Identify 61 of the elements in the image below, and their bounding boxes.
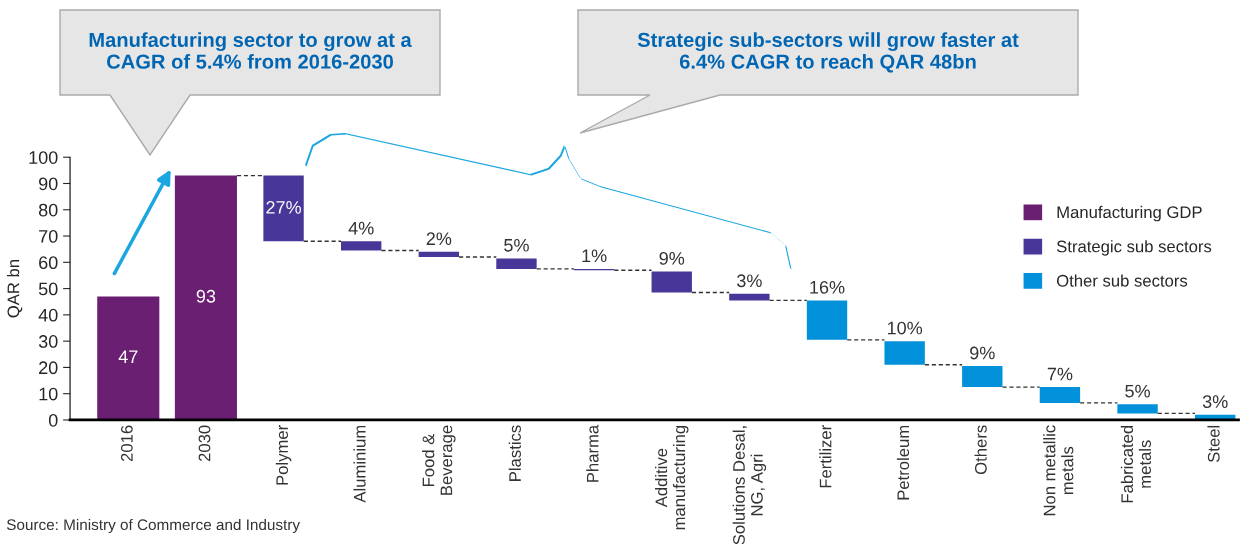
x-tick-label: Non metallic metals bbox=[1043, 425, 1074, 516]
x-tick-label: Steel bbox=[1207, 425, 1220, 463]
x-tick-label: Polymer bbox=[275, 425, 292, 485]
data-label: 47 bbox=[118, 350, 138, 363]
text: Manufacturing sector to grow at a CAGR of 5.4% from 2016-2030 bbox=[89, 32, 412, 69]
bar bbox=[418, 251, 460, 258]
annotation: 9% bbox=[970, 346, 995, 360]
y-tick-label: 20 bbox=[39, 361, 58, 375]
y-tick-label: 60 bbox=[39, 256, 58, 270]
annotation: 3% bbox=[737, 274, 762, 288]
y-tick-label: 90 bbox=[39, 177, 58, 191]
annotation: 2% bbox=[426, 232, 452, 246]
annotation: 5% bbox=[504, 238, 529, 252]
y-tick-label: 80 bbox=[38, 203, 58, 217]
annotation: 4% bbox=[348, 221, 374, 235]
bar bbox=[1117, 404, 1158, 414]
bar bbox=[962, 366, 1003, 388]
bar bbox=[1039, 387, 1081, 403]
bar bbox=[884, 341, 925, 365]
legend-label: Manufacturing GDP bbox=[1057, 205, 1202, 222]
annotation: 16% bbox=[810, 280, 845, 294]
x-tick-label: Fertilizer bbox=[819, 425, 832, 488]
bar bbox=[651, 271, 692, 293]
x-tick-label: Others bbox=[974, 425, 987, 475]
bar bbox=[496, 258, 537, 269]
annotation: 9% bbox=[659, 252, 685, 265]
source-note: Source: Ministry of Commerce and Industry bbox=[6, 518, 300, 534]
bar bbox=[174, 175, 237, 420]
y-tick-label: 100 bbox=[29, 151, 58, 164]
x-tick-label: Plastics bbox=[508, 425, 521, 481]
legend-label: Strategic sub sectors bbox=[1056, 240, 1212, 256]
annotation: 10% bbox=[887, 321, 923, 335]
annotation: 3% bbox=[1202, 395, 1228, 408]
x-tick-label: Food & Beverage bbox=[422, 425, 456, 495]
text: Strategic sub-sectors will grow faster at 6.4% CAGR to reach QAR 48bn bbox=[637, 32, 1019, 73]
x-tick-label: 2016 bbox=[120, 425, 133, 462]
y-tick-label: 0 bbox=[48, 413, 58, 427]
y-tick-label: 30 bbox=[38, 335, 58, 348]
annotation: 5% bbox=[1125, 384, 1150, 398]
annotation: 7% bbox=[1047, 367, 1073, 381]
y-tick-label: 70 bbox=[39, 229, 58, 243]
x-tick-label: Aluminium bbox=[353, 425, 366, 503]
x-tick-label: Pharma bbox=[586, 424, 599, 482]
legend-label: Other sub sectors bbox=[1056, 274, 1188, 287]
data-label: 93 bbox=[196, 289, 216, 303]
bar bbox=[97, 296, 160, 420]
x-tick-label: 2030 bbox=[198, 425, 211, 462]
bar bbox=[729, 293, 770, 301]
y-axis-title: QAR bn bbox=[7, 260, 23, 318]
x-tick-label: Additive manufacturing bbox=[655, 425, 689, 530]
y-tick-label: 40 bbox=[38, 308, 58, 322]
annotation: 27% bbox=[266, 201, 301, 214]
bar bbox=[263, 175, 304, 242]
annotation: 1% bbox=[582, 249, 607, 263]
x-tick-label: Fabricated metals bbox=[1120, 425, 1152, 503]
y-tick-label: 50 bbox=[38, 282, 58, 296]
y-tick-label: 10 bbox=[39, 387, 58, 401]
x-tick-label: Solutions Desal, NG, Agri bbox=[732, 426, 767, 544]
x-tick-label: Petroleum bbox=[896, 425, 910, 500]
bar bbox=[341, 241, 382, 251]
bar bbox=[806, 300, 848, 340]
